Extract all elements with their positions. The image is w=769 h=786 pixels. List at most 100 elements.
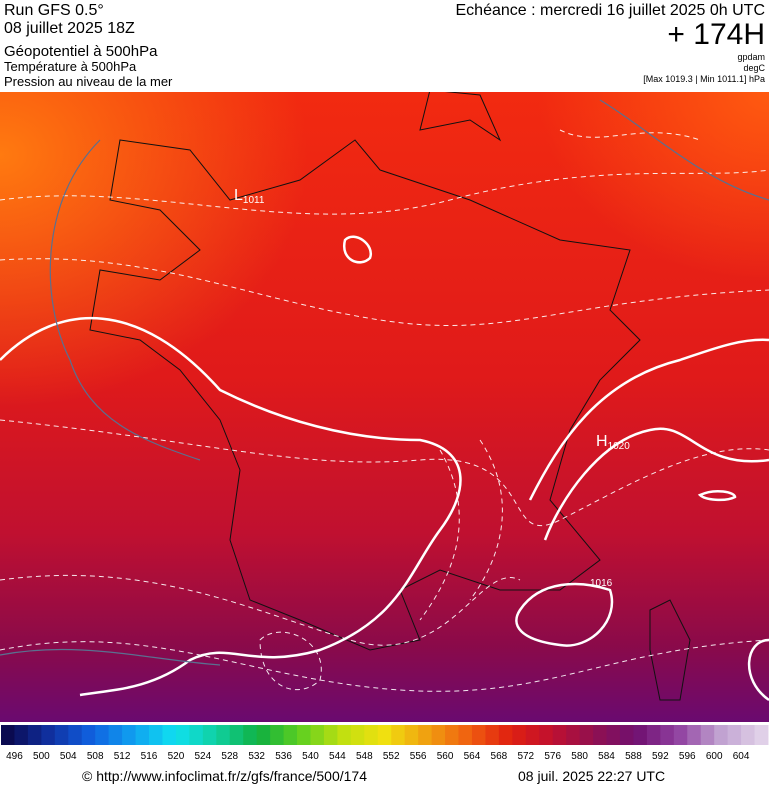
- colorbar-label: 520: [168, 751, 185, 762]
- echeance: Echéance : mercredi 16 juillet 2025 0h U…: [456, 2, 766, 19]
- colorbar-label: 592: [652, 751, 669, 762]
- colorbar-cell: [404, 725, 419, 745]
- colorbar-label: 588: [625, 751, 642, 762]
- colorbar-cell: [660, 725, 675, 745]
- pressure-label: 1016: [590, 578, 613, 589]
- colorbar-cell: [633, 725, 648, 745]
- run: Run GFS 0.5°: [4, 2, 104, 19]
- colorbar-cell: [270, 725, 285, 745]
- colorbar-label: 604: [733, 751, 750, 762]
- colorbar-cell: [81, 725, 96, 745]
- pressure-value: 1020: [608, 441, 631, 452]
- colorbar-label: 568: [491, 751, 508, 762]
- pressure-label: L1011: [234, 187, 265, 206]
- colorbar-label: 496: [6, 751, 23, 762]
- colorbar-cell: [741, 725, 756, 745]
- field: Température à 500hPa: [4, 59, 137, 74]
- colorbar-cell: [189, 725, 204, 745]
- colorbar-cell: [619, 725, 634, 745]
- colorbar-cell: [498, 725, 513, 745]
- colorbar-cell: [445, 725, 460, 745]
- colorbar-cell: [27, 725, 42, 745]
- colorbar-label: 516: [141, 751, 158, 762]
- field: Pression au niveau de la mer: [4, 74, 173, 89]
- colorbar-label: 564: [464, 751, 481, 762]
- colorbar-cell: [539, 725, 554, 745]
- run-date: 08 juillet 2025 18Z: [4, 20, 135, 37]
- colorbar: 496 500 504 508 512 516 520 524 528 532 536 540 544 5…: [1, 725, 769, 762]
- colorbar-label: 528: [221, 751, 238, 762]
- colorbar-cell: [175, 725, 190, 745]
- colorbar-cell: [310, 725, 325, 745]
- timestamp: 08 juil. 2025 22:27 UTC: [518, 768, 665, 784]
- lead-time: + 174H: [667, 18, 765, 51]
- colorbar-label: 524: [194, 751, 211, 762]
- colorbar-cell: [687, 725, 702, 745]
- temperature-contours: [0, 129, 769, 692]
- colorbar-label: 552: [383, 751, 400, 762]
- colorbar-cell: [108, 725, 123, 745]
- colorbar-cell: [418, 725, 433, 745]
- field: Géopotentiel à 500hPa: [4, 43, 158, 60]
- header: Run GFS 0.5° 08 juillet 2025 18Z Géopote…: [4, 2, 766, 89]
- colorbar-cell: [485, 725, 500, 745]
- colorbar-label: 536: [275, 751, 292, 762]
- pressure-labels: L1011 H1020 1016: [234, 187, 630, 589]
- colorbar-label: 548: [356, 751, 373, 762]
- colorbar-cell: [162, 725, 177, 745]
- colorbar-cell: [566, 725, 581, 745]
- colorbar-cell: [216, 725, 231, 745]
- colorbar-label: 532: [248, 751, 265, 762]
- colorbar-cell: [350, 725, 365, 745]
- source-url: © http://www.infoclimat.fr/z/gfs/france/…: [82, 768, 367, 784]
- geopotential-contours: [0, 99, 769, 666]
- colorbar-label: 508: [87, 751, 104, 762]
- colorbar-cell: [202, 725, 217, 745]
- colorbar-cell: [95, 725, 110, 745]
- colorbar-label: 544: [329, 751, 346, 762]
- colorbar-label: 560: [437, 751, 454, 762]
- temperature-field: [0, 92, 769, 722]
- colorbar-cell: [471, 725, 486, 745]
- colorbar-cell: [243, 725, 258, 745]
- colorbar-cell: [458, 725, 473, 745]
- colorbar-cell: [673, 725, 688, 745]
- colorbar-cell: [727, 725, 742, 745]
- pressure-range: [Max 1019.3 | Min 1011.1] hPa: [643, 74, 765, 84]
- colorbar-cell: [122, 725, 137, 745]
- colorbar-label: 500: [33, 751, 50, 762]
- colorbar-cell: [323, 725, 338, 745]
- colorbar-cell: [337, 725, 352, 745]
- unit: degC: [743, 63, 765, 73]
- colorbar-label: 580: [571, 751, 588, 762]
- colorbar-cell: [391, 725, 406, 745]
- footer: © http://www.infoclimat.fr/z/gfs/france/…: [82, 768, 665, 784]
- colorbar-cell: [149, 725, 163, 745]
- colorbar-cell: [229, 725, 244, 745]
- colorbar-cell: [54, 725, 69, 745]
- pressure-label: H1020: [596, 433, 630, 452]
- colorbar-cell: [525, 725, 540, 745]
- pressure-letter: L: [234, 187, 243, 204]
- map: [0, 92, 769, 722]
- colorbar-label: 600: [706, 751, 723, 762]
- colorbar-cell: [377, 725, 392, 745]
- colorbar-label: 504: [60, 751, 77, 762]
- colorbar-cell: [646, 725, 661, 745]
- colorbar-label: 584: [598, 751, 615, 762]
- colorbar-cell: [606, 725, 621, 745]
- coastline: [89, 92, 691, 701]
- colorbar-cell: [364, 725, 379, 745]
- pressure-value: 1011: [243, 195, 265, 206]
- colorbar-cell: [431, 725, 446, 745]
- colorbar-cell: [1, 725, 15, 745]
- colorbar-cell: [552, 725, 567, 745]
- colorbar-cell: [68, 725, 83, 745]
- colorbar-label: 540: [302, 751, 319, 762]
- colorbar-cell: [700, 725, 715, 745]
- colorbar-cell: [135, 725, 150, 745]
- pressure-value: 1016: [590, 578, 613, 589]
- colorbar-label: 572: [517, 751, 534, 762]
- colorbar-label: 596: [679, 751, 696, 762]
